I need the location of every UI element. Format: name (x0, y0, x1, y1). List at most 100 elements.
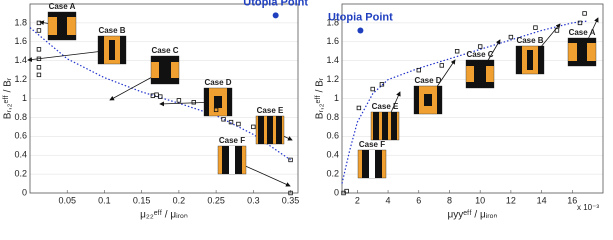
x-tick-label: 0.3 (247, 195, 260, 205)
x-tick-label: 0.35 (282, 195, 300, 205)
case-icon-part (568, 61, 596, 66)
case-icon-part (466, 82, 494, 88)
x-tick-label: 0.1 (98, 195, 111, 205)
case-icon-part (375, 150, 382, 178)
y-tick-label: 0.6 (14, 131, 27, 141)
data-point (36, 20, 42, 26)
case-icon-part (204, 88, 209, 116)
case-icon-bg (229, 146, 235, 174)
y-tick-label: 1.6 (326, 36, 339, 46)
case-label: Case E (257, 106, 284, 115)
case-icon-part (538, 46, 544, 74)
y-tick-label: 1.8 (326, 17, 339, 27)
y-tick-label: 1.6 (14, 36, 27, 46)
case-icon-part (527, 50, 533, 70)
case-icon-part (568, 38, 596, 43)
case-icon-part (222, 146, 229, 174)
data-point (370, 86, 375, 92)
case-icon-part (424, 94, 432, 106)
data-point (533, 25, 538, 30)
case-icon-part (48, 12, 76, 17)
case-label: Case A (569, 28, 596, 37)
y-tick-label: 1.2 (14, 74, 27, 84)
case-icon-part (437, 86, 442, 114)
data-point (236, 121, 241, 127)
case-icon-part (362, 150, 369, 178)
data-point (228, 119, 234, 125)
data-point (379, 82, 385, 87)
case-icon-part (227, 88, 232, 116)
y-tick-label: 0.6 (326, 131, 339, 141)
x-axis-label: μ₂₂ᵉᶠᶠ / μᵢᵣₒₙ (140, 210, 188, 221)
case-icon-part (373, 112, 379, 140)
case-icon-part (267, 116, 273, 144)
case-icon-part (151, 56, 179, 62)
figure: 0 0.2 0.4 0.6 0.8 1 1.2 1.4 1.6 1.8 0.05 0.1 0.15 0.2… (3, 0, 604, 221)
data-point (356, 105, 362, 111)
case-icon-part (151, 78, 179, 84)
case-icon-part (382, 112, 388, 140)
data-point (554, 28, 560, 33)
x-tick-label: 14 (537, 195, 547, 205)
x-tick-label: 12 (506, 195, 516, 205)
chart: 0 0.2 0.4 0.6 0.8 1 1.2 1.4 1.6 1.8 0.05 0.1 0.15 0.2… (3, 0, 309, 221)
plot-frame (29, 3, 299, 194)
data-point (221, 117, 226, 122)
data-point (344, 188, 349, 194)
data-point (158, 94, 163, 99)
data-point (577, 20, 583, 26)
data-point (36, 47, 42, 52)
y-tick-label: 0.8 (326, 112, 339, 122)
chart: 0 0.2 0.4 0.6 0.8 1 1.2 1.4 1.6 1.8 2 4 6 8 10 12 14 16 μy… (315, 3, 604, 221)
utopia-label: Utopia Point (328, 11, 393, 23)
case-icon-part (214, 96, 222, 108)
data-point (36, 56, 42, 62)
x-tick-label: 8 (447, 195, 452, 205)
y-tick-label: 1.8 (14, 17, 27, 27)
y-tick-label: 0 (334, 187, 339, 197)
x-tick-label: 0.05 (58, 195, 76, 205)
x-tick-label: 4 (386, 195, 391, 205)
y-tick-label: 1 (22, 93, 27, 103)
data-point (288, 190, 293, 196)
y-axis-label: Bᵣ,₂ᵉᶠᶠ / Bᵣ (3, 77, 14, 119)
y-tick-label: 0 (22, 187, 27, 197)
data-point (477, 44, 483, 49)
data-point (454, 49, 460, 54)
case-icon-part (276, 116, 282, 144)
x-tick-label: 10 (475, 195, 485, 205)
case-label: Case D (414, 76, 441, 85)
y-tick-label: 0.4 (326, 150, 339, 160)
data-point (36, 72, 42, 78)
case-icon-part (414, 86, 419, 114)
data-point (508, 34, 514, 40)
case-icon-part (109, 40, 115, 60)
y-tick-label: 1.2 (326, 74, 339, 84)
case-icon-part (120, 36, 126, 64)
case-icon-part (466, 60, 494, 66)
data-point (416, 67, 421, 73)
y-tick-label: 0.2 (14, 168, 27, 178)
y-axis-label: Bᵣ,₂ᵉᶠᶠ / Bᵣ (315, 77, 326, 119)
data-point (191, 100, 196, 105)
case-icon-part (98, 36, 104, 64)
case-icon-part (391, 112, 397, 140)
x-tick-label: 0.2 (173, 195, 186, 205)
y-tick-label: 1.4 (326, 55, 339, 65)
y-tick-label: 0.4 (14, 150, 27, 160)
y-tick-label: 1.4 (14, 55, 27, 65)
data-point (251, 124, 256, 130)
x-multiplier: x 10⁻³ (577, 203, 599, 212)
data-point (36, 65, 42, 70)
data-point (176, 98, 182, 103)
y-tick-label: 0.8 (14, 112, 27, 122)
case-icon-part (235, 146, 242, 174)
data-point (213, 107, 219, 113)
case-label: Case F (219, 136, 245, 145)
case-icon-part (57, 17, 67, 35)
x-tick-label: 0.15 (133, 195, 151, 205)
utopia-label: Utopia Point (243, 0, 308, 8)
trend-line (341, 20, 588, 184)
data-point (439, 63, 444, 68)
data-point (582, 11, 587, 16)
